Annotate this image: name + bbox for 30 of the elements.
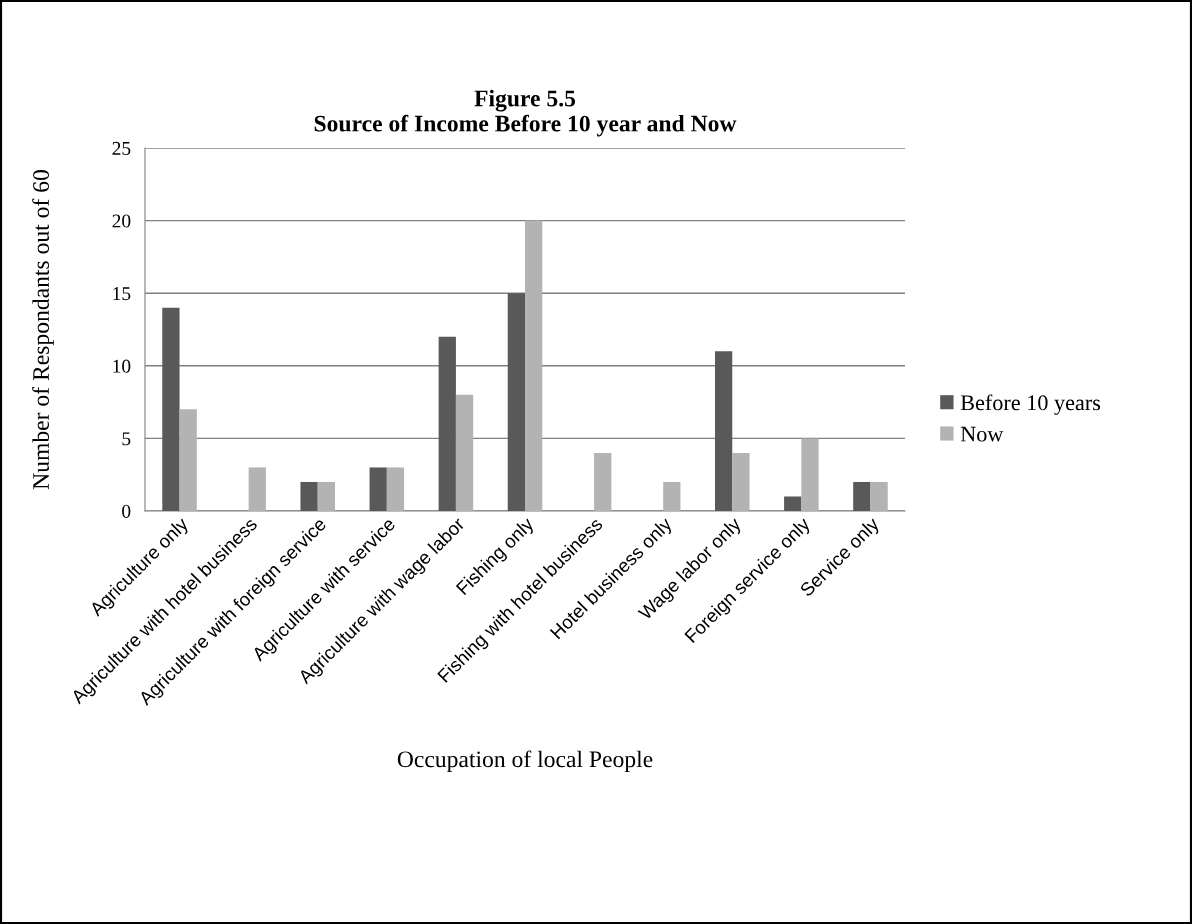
bar [853,481,871,511]
bar [386,467,405,511]
bar [663,481,681,511]
bar [369,467,387,511]
bar [455,394,474,511]
bar [248,467,266,511]
bar [300,481,318,511]
bar [784,496,802,511]
bar [507,293,525,511]
bar [715,351,733,511]
bar [594,452,612,511]
legend-label: Now [960,426,1004,442]
bar [801,438,819,511]
x-axis-title: Occupation of local People [397,750,653,773]
bar [525,220,543,511]
bar [162,307,180,511]
y-tick-label: 25 [112,141,131,155]
legend-label: Before 10 years [960,394,1101,415]
y-tick-label: 10 [113,359,131,373]
y-tick-label: 5 [122,432,131,446]
y-tick-label: 15 [113,287,131,301]
bar [317,481,335,511]
bar [438,336,456,511]
bar [732,452,750,511]
y-tick-label: 20 [112,214,131,228]
y-axis-title: Number of Respondants out of 60 [32,170,54,490]
chart-title: Figure 5.5 Source of Income Before 10 year and Now [314,89,737,137]
bar [870,481,888,511]
y-tick-label: 0 [122,504,131,518]
bar [179,409,197,511]
